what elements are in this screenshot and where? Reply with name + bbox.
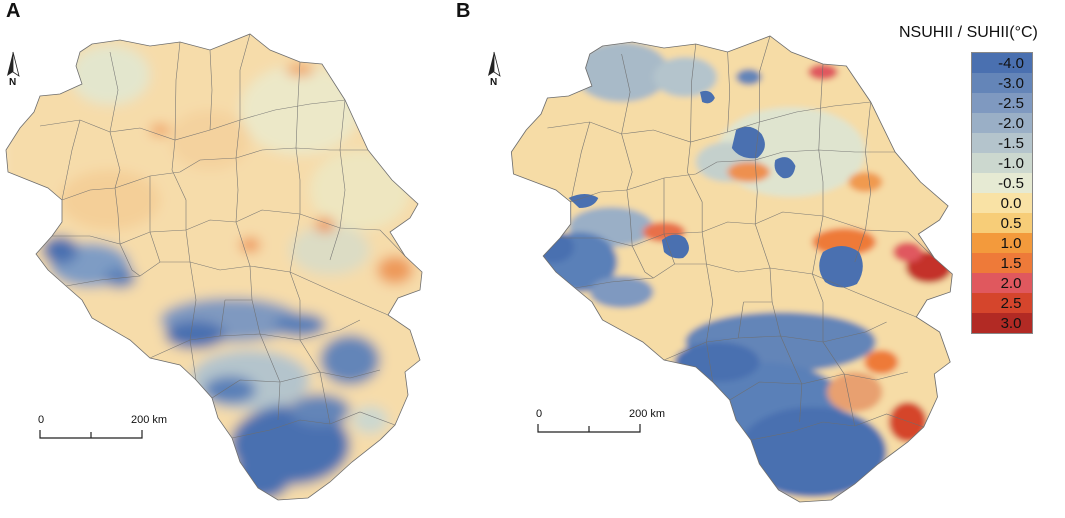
legend-label: 1.0	[1000, 235, 1022, 252]
panel-label-a: A	[6, 0, 21, 22]
legend-swatch	[972, 133, 1032, 153]
map-panel-a	[5, 33, 423, 501]
legend-label: 0.0	[1000, 195, 1022, 212]
scale-start-label: 0	[536, 408, 543, 420]
legend-label: 1.5	[1000, 255, 1022, 272]
scale-bar-a	[39, 430, 143, 439]
legend-swatch	[972, 113, 1032, 133]
legend-label: -3.0	[998, 75, 1024, 92]
legend-label: -1.5	[998, 135, 1024, 152]
legend-label: -2.5	[998, 95, 1024, 112]
legend-label: 0.5	[1000, 215, 1022, 232]
north-arrow-icon	[488, 51, 501, 77]
legend: -4.0 -3.0 -2.5 -2.0 -1.5 -1.0 -0.5 0.0 0.5 1.0 1.5…	[971, 52, 1033, 334]
legend-swatch	[972, 293, 1032, 313]
legend-swatch	[972, 53, 1032, 73]
north-label: N	[9, 77, 17, 88]
legend-swatch	[972, 153, 1032, 173]
legend-label: -0.5	[998, 175, 1024, 192]
legend-swatch	[972, 233, 1032, 253]
legend-swatch	[972, 253, 1032, 273]
panel-label-b: B	[456, 0, 471, 22]
legend-label: 2.5	[1000, 295, 1022, 312]
legend-swatch	[972, 193, 1032, 213]
legend-label: -4.0	[998, 55, 1024, 72]
legend-swatch	[972, 173, 1032, 193]
scale-start-label: 0	[38, 414, 45, 426]
legend-label: -2.0	[998, 115, 1024, 132]
legend-swatch	[972, 213, 1032, 233]
map-panel-b	[510, 35, 953, 503]
legend-label: 2.0	[1000, 275, 1022, 292]
scale-end-label: 200 km	[629, 408, 666, 420]
legend-swatch	[972, 273, 1032, 293]
legend-swatch	[972, 313, 1032, 333]
scale-end-label: 200 km	[131, 414, 168, 426]
north-arrow-icon	[7, 51, 20, 77]
north-label: N	[490, 77, 498, 88]
legend-swatch	[972, 73, 1032, 93]
legend-label: 3.0	[1000, 315, 1022, 332]
scale-bar-b	[537, 424, 641, 433]
legend-label: -1.0	[998, 155, 1024, 172]
legend-swatch	[972, 93, 1032, 113]
legend-title: NSUHII / SUHII(°C)	[899, 24, 1038, 41]
